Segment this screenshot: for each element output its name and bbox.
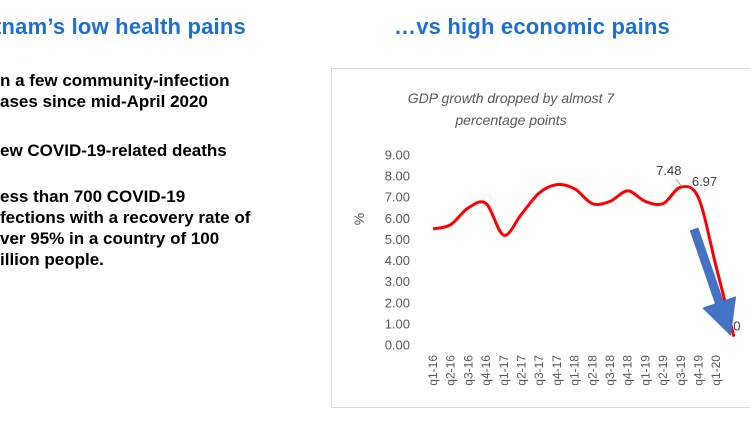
x-tick-label: q3-18 — [603, 355, 617, 386]
y-tick-label: 9.00 — [385, 148, 410, 163]
chart-title-line-2: percentage points — [454, 112, 566, 128]
bullet-community-infection: n a few community-infection ases since m… — [0, 70, 230, 112]
bullet-line: ases since mid-April 2020 — [0, 92, 208, 111]
x-tick-label: q4-18 — [621, 355, 635, 386]
x-tick-label: q2-18 — [585, 355, 599, 386]
x-tick-label: q1-18 — [568, 355, 582, 386]
gdp-chart-svg: GDP growth dropped by almost 7 percentag… — [351, 90, 741, 386]
x-tick-label: q4-17 — [550, 355, 564, 386]
y-axis-label: % — [351, 213, 367, 225]
data-label: 0 — [733, 319, 740, 334]
bullet-line: illion people. — [0, 250, 104, 269]
series-group — [432, 182, 736, 337]
data-labels: 7.48 6.97 0 — [656, 163, 740, 333]
y-tick-label: 1.00 — [385, 316, 410, 331]
x-tick-label: q4-19 — [692, 355, 706, 386]
chart-title-line-1: GDP growth dropped by almost 7 — [408, 90, 616, 106]
x-tick-label: q2-17 — [515, 355, 529, 386]
y-tick-label: 6.00 — [385, 211, 410, 226]
bullet-line: ew COVID-19-related deaths — [0, 141, 227, 160]
x-tick-label: q1-20 — [709, 355, 723, 386]
gdp-chart: GDP growth dropped by almost 7 percentag… — [331, 68, 750, 408]
bullet-infections: ess than 700 COVID-19 fections with a re… — [0, 186, 250, 270]
gdp-growth-line — [432, 182, 736, 337]
y-tick-label: 5.00 — [385, 232, 410, 247]
x-tick-label: q1-19 — [638, 355, 652, 386]
x-tick-label: q3-17 — [532, 355, 546, 386]
label-leader-line — [675, 178, 682, 186]
data-label: 7.48 — [656, 163, 681, 178]
decline-arrow — [689, 227, 737, 337]
x-axis-ticks: q1-16 q2-16 q3-16 q4-16 q1-17 q2-17 q3-17 q4-17… — [426, 355, 723, 386]
x-tick-label: q1-17 — [497, 355, 511, 386]
x-tick-label: q2-19 — [656, 355, 670, 386]
x-tick-label: q3-16 — [461, 355, 475, 386]
y-tick-label: 0.00 — [385, 338, 410, 353]
y-tick-label: 4.00 — [385, 253, 410, 268]
right-heading: …vs high economic pains — [394, 14, 670, 39]
x-tick-label: q4-16 — [479, 355, 493, 386]
bullet-line: fections with a recovery rate of — [0, 208, 251, 227]
bullet-line: ver 95% in a country of 100 — [0, 229, 220, 248]
y-tick-label: 7.00 — [385, 190, 410, 205]
y-tick-label: 3.00 — [385, 274, 410, 289]
bullet-line: ess than 700 COVID-19 — [0, 187, 186, 206]
left-heading: tnam’s low health pains — [0, 14, 246, 39]
y-tick-label: 8.00 — [385, 169, 410, 184]
x-tick-label: q2-16 — [444, 355, 458, 386]
y-tick-label: 2.00 — [385, 295, 410, 310]
y-axis-ticks: 9.00 8.00 7.00 6.00 5.00 4.00 3.00 2.00 1.00 0.00 — [385, 148, 410, 353]
data-label: 6.97 — [692, 174, 717, 189]
x-tick-label: q1-16 — [426, 355, 440, 386]
bullet-line: n a few community-infection — [0, 71, 230, 90]
bullet-deaths: ew COVID-19-related deaths — [0, 140, 227, 161]
x-tick-label: q3-19 — [674, 355, 688, 386]
